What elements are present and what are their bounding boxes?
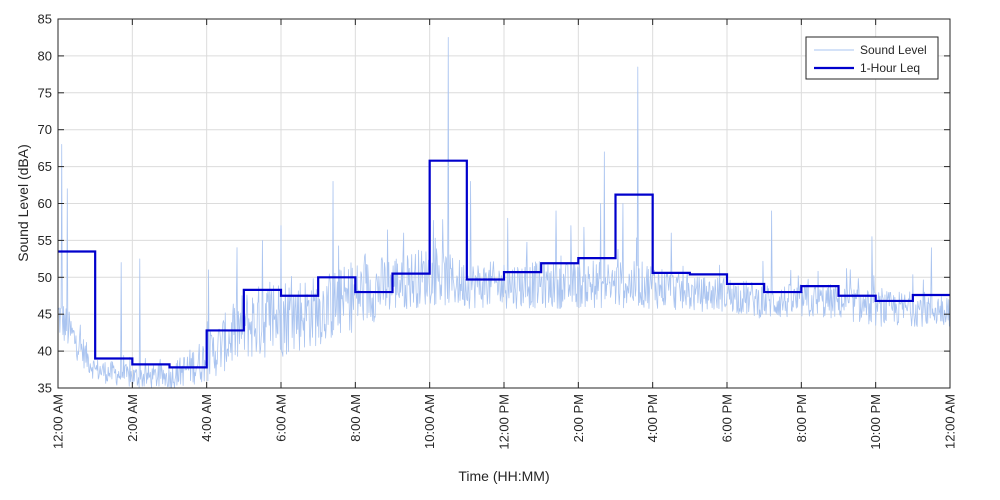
legend-leq-label: 1-Hour Leq — [860, 61, 920, 75]
leq-series — [58, 159, 950, 369]
x-tick-labels: 12:00 AM 2:00 AM 4:00 AM 6:00 AM 8:00 AM 10:0… — [51, 394, 958, 450]
x-tick-label-3: 6:00 AM — [274, 394, 289, 442]
y-tick-label-6: 65 — [38, 159, 52, 174]
leq-step-line — [58, 159, 950, 369]
y-tick-label-4: 55 — [38, 233, 52, 248]
x-tick-label-7: 2:00 PM — [571, 394, 586, 442]
y-tick-label-5: 60 — [38, 196, 52, 211]
y-tick-labels: 35 40 45 50 55 60 65 70 75 80 85 — [38, 12, 52, 396]
x-tick-label-4: 8:00 AM — [348, 394, 363, 442]
x-tick-label-1: 2:00 AM — [125, 394, 140, 442]
y-tick-label-1: 40 — [38, 344, 52, 359]
y-tick-label-3: 50 — [38, 270, 52, 285]
y-axis-label: Sound Level (dBA) — [15, 144, 31, 262]
axis-ticks — [57, 18, 951, 389]
y-tick-label-9: 80 — [38, 48, 52, 63]
x-tick-label-12: 12:00 AM — [943, 394, 958, 449]
x-tick-label-10: 8:00 PM — [794, 394, 809, 442]
x-tick-label-9: 6:00 PM — [720, 394, 735, 442]
legend-box — [805, 36, 939, 80]
legend: Sound Level 1-Hour Leq — [805, 36, 939, 80]
legend-sound-level-label: Sound Level — [860, 43, 927, 57]
x-tick-label-6: 12:00 PM — [497, 394, 512, 450]
y-tick-label-10: 85 — [38, 12, 52, 27]
x-axis-label: Time (HH:MM) — [458, 468, 549, 484]
x-tick-label-11: 10:00 PM — [868, 394, 883, 450]
y-tick-label-2: 45 — [38, 307, 52, 322]
x-tick-label-5: 10:00 AM — [422, 394, 437, 449]
x-tick-label-8: 4:00 PM — [645, 394, 660, 442]
y-tick-label-7: 70 — [38, 122, 52, 137]
y-tick-label-8: 75 — [38, 85, 52, 100]
x-tick-label-0: 12:00 AM — [51, 394, 66, 449]
x-tick-label-2: 4:00 AM — [199, 394, 214, 442]
y-tick-label-0: 35 — [38, 381, 52, 396]
